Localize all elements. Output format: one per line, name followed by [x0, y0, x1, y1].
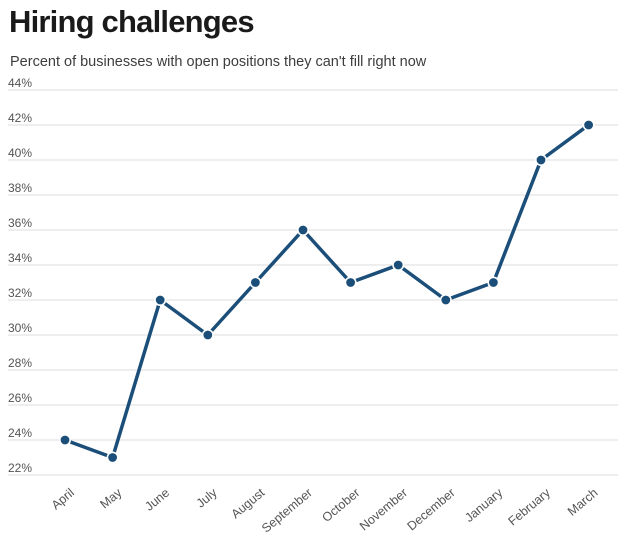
- y-tick-label: 34%: [8, 251, 32, 265]
- x-tick-label: June: [142, 486, 172, 514]
- x-tick-label: September: [259, 486, 315, 536]
- x-tick-label: May: [97, 485, 125, 511]
- y-tick-label: 22%: [8, 461, 32, 475]
- data-point: [439, 294, 452, 307]
- data-point: [582, 118, 595, 131]
- x-tick-label: July: [194, 485, 221, 510]
- chart-subtitle: Percent of businesses with open position…: [10, 54, 427, 70]
- x-tick-label: April: [49, 486, 77, 513]
- plot-area: 22% 24% 26% 28% 30% 32% 34% 36% 38% 40% 42% 44% Apri…: [0, 78, 625, 542]
- x-tick-label: December: [405, 486, 458, 534]
- y-tick-label: 28%: [8, 356, 32, 370]
- y-tick-label: 36%: [8, 216, 32, 230]
- data-point: [58, 433, 71, 446]
- y-tick-label: 38%: [8, 181, 32, 195]
- x-tick-label: February: [506, 485, 554, 528]
- y-tick-label: 24%: [8, 426, 32, 440]
- line-chart: 22% 24% 26% 28% 30% 32% 34% 36% 38% 40% 42% 44% Apri…: [8, 78, 618, 536]
- data-point: [106, 451, 119, 464]
- data-point: [344, 276, 357, 289]
- x-tick-label: March: [565, 486, 601, 519]
- y-tick-label: 32%: [8, 286, 32, 300]
- y-tick-label: 26%: [8, 391, 32, 405]
- x-tick-label: January: [462, 485, 506, 525]
- x-tick-label: August: [229, 485, 268, 521]
- x-tick-label: October: [319, 486, 362, 525]
- data-point: [154, 294, 167, 307]
- y-tick-label: 44%: [8, 78, 32, 90]
- y-tick-label: 40%: [8, 146, 32, 160]
- x-tick-label: November: [357, 486, 410, 534]
- y-tick-label: 42%: [8, 111, 32, 125]
- data-point: [296, 224, 309, 237]
- data-point: [487, 276, 500, 289]
- data-point: [392, 259, 405, 272]
- data-point: [249, 276, 262, 289]
- data-point: [534, 154, 547, 167]
- data-point: [201, 329, 214, 342]
- series-line: [63, 123, 591, 460]
- y-tick-label: 30%: [8, 321, 32, 335]
- chart-title: Hiring challenges: [9, 4, 255, 39]
